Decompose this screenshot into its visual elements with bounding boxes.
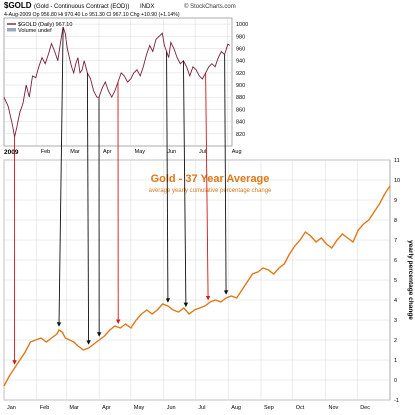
top-x-tick-label: Feb xyxy=(41,149,50,155)
bottom-x-tick-labels: Jan Feb Mar Apr May Jun Jul Aug Sep Oct Nov Dec xyxy=(7,405,370,411)
top-symbol: $GOLD xyxy=(4,1,32,10)
top-x-tick-labels: Feb Mar Apr May Jun Jul Aug xyxy=(41,149,242,155)
red-connector-arrow xyxy=(205,72,211,301)
top-panel: $GOLD (Gold - Continuous Contract (EOD))… xyxy=(3,1,248,156)
top-x-tick-label: Aug xyxy=(232,149,242,155)
bottom-x-tick-label: Jan xyxy=(7,405,16,411)
bottom-y-tick-label: 6 xyxy=(394,258,397,264)
top-ohlc: 4-Aug-2009 Op 956.80 Hi 970.40 Lo 951.30… xyxy=(4,12,180,18)
bottom-y-tick-label: 10 xyxy=(394,178,400,184)
top-x-tick-label: Jun xyxy=(167,149,176,155)
bottom-subtitle: average yearly cumulative percentage cha… xyxy=(149,188,272,194)
bottom-y-tick-label: -1 xyxy=(394,398,399,404)
top-grid xyxy=(4,18,232,146)
bottom-x-tick-label: Dec xyxy=(360,405,370,411)
black-connector-arrow xyxy=(56,27,64,327)
bottom-x-tick-label: Oct xyxy=(296,405,305,411)
top-x-tick-label: May xyxy=(135,149,146,155)
top-year-label: 2009 xyxy=(4,149,19,156)
bottom-y-tick-label: 1 xyxy=(394,358,397,364)
top-x-tick-label: Jul xyxy=(199,149,206,155)
top-y-tick-labels: 820 840 860 880 900 920 940 960 980 1000 xyxy=(236,22,248,138)
bottom-y-tick-label: 4 xyxy=(394,298,397,304)
bottom-y-tick-label: 5 xyxy=(394,278,397,284)
bottom-x-tick-label: Jun xyxy=(167,405,176,411)
black-connector-arrow xyxy=(165,51,171,303)
top-y-tick-label: 1000 xyxy=(236,22,248,28)
bottom-x-tick-label: Nov xyxy=(328,405,338,411)
connector-arrows xyxy=(12,27,229,365)
top-y-tick-label: 940 xyxy=(236,59,245,65)
bottom-y-tick-label: 9 xyxy=(394,198,397,204)
top-y-tick-label: 860 xyxy=(236,107,245,113)
bottom-y-tick-label: 3 xyxy=(394,318,397,324)
top-legend-volume-swatch xyxy=(7,28,16,32)
black-connector-arrow xyxy=(223,54,229,295)
bottom-y-tick-labels: -1 0 1 2 3 4 5 6 7 8 9 10 11 xyxy=(394,158,400,404)
bottom-y-tick-label: 8 xyxy=(394,218,397,224)
top-gold-price-line xyxy=(3,26,231,138)
bottom-y-tick-label: 2 xyxy=(394,338,397,344)
bottom-x-tick-label: Sep xyxy=(264,405,274,411)
top-y-tick-label: 900 xyxy=(236,83,245,89)
top-legend: $GOLD (Daily) 967.10 Volume undef xyxy=(7,22,72,34)
bottom-x-tick-label: Aug xyxy=(231,405,241,411)
bottom-x-tick-label: Jul xyxy=(198,405,205,411)
bottom-y-tick-label: 7 xyxy=(394,238,397,244)
bottom-x-tick-label: Mar xyxy=(69,405,79,411)
bottom-panel: -1 0 1 2 3 4 5 6 7 8 9 10 11 Jan Feb Mar Apr May Jun Jul Au… xyxy=(3,158,414,411)
top-y-tick-label: 880 xyxy=(236,95,245,101)
bottom-ylabel: yearly percentage change xyxy=(407,240,414,320)
top-x-tick-label: Mar xyxy=(70,149,80,155)
bottom-x-tick-label: Apr xyxy=(102,405,111,411)
top-y-tick-label: 840 xyxy=(236,120,245,126)
top-y-tick-label: 920 xyxy=(236,71,245,77)
top-x-tick-label: Apr xyxy=(103,149,112,155)
top-source: © StockCharts.com xyxy=(184,3,236,10)
top-y-tick-label: 820 xyxy=(236,132,245,138)
bottom-x-tick-label: May xyxy=(134,405,145,411)
bottom-y-tick-label: 11 xyxy=(394,158,400,164)
black-connector-arrow xyxy=(86,72,91,345)
bottom-y-tick-label: 0 xyxy=(394,378,397,384)
top-contract: (Gold - Continuous Contract (EOD)) xyxy=(34,4,129,10)
top-legend-volume: Volume undef xyxy=(18,28,52,34)
black-connector-arrow xyxy=(182,60,189,308)
top-exchange: INDX xyxy=(140,4,154,10)
top-y-tick-label: 960 xyxy=(236,46,245,52)
top-legend-series: $GOLD (Daily) 967.10 xyxy=(18,22,72,28)
bottom-average-line xyxy=(3,185,391,387)
bottom-x-tick-label: Feb xyxy=(40,405,49,411)
top-y-tick-label: 980 xyxy=(236,34,245,40)
bottom-title: Gold - 37 Year Average xyxy=(151,173,270,185)
